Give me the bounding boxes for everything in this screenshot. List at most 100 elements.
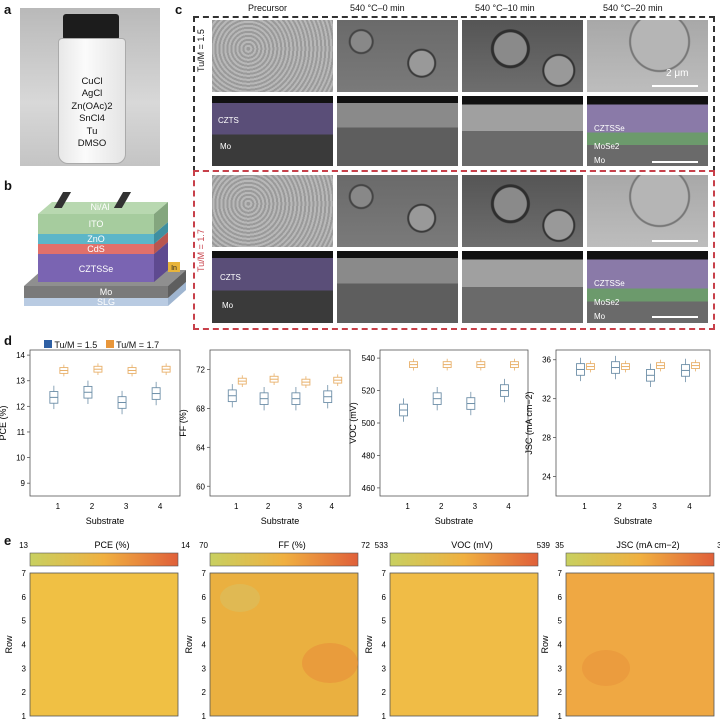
vial-label-line: Tu xyxy=(86,125,98,137)
colorbar xyxy=(209,552,359,567)
row-axis-label: Row xyxy=(184,635,194,654)
scale-bar xyxy=(652,240,698,242)
row-tick-label: 2 xyxy=(202,688,207,697)
row-tick-label: 4 xyxy=(382,641,387,650)
row-tick-label: 5 xyxy=(382,617,387,626)
sem-topview-g1-0 xyxy=(212,20,333,92)
sem-crosssection-g1-1 xyxy=(337,96,458,166)
sem-topview-g1-1 xyxy=(337,20,458,92)
layer-slg: SLG xyxy=(97,297,115,307)
x-tick-label: 1 xyxy=(56,502,61,511)
y-tick-label: 14 xyxy=(16,351,25,360)
row-tick-label: 5 xyxy=(22,617,27,626)
legend-swatch-1 xyxy=(44,340,52,348)
heatmap-hotspot xyxy=(302,643,358,683)
y-tick-label: 520 xyxy=(362,387,376,396)
vial-label-line: DMSO xyxy=(77,138,107,150)
sem-crosssection-g2-3 xyxy=(587,251,708,323)
heatmap-field xyxy=(389,572,539,717)
x-axis-label: Substrate xyxy=(86,516,125,526)
panel-label-e: e xyxy=(4,533,12,548)
layer-ito: ITO xyxy=(89,219,104,229)
cs-mo-label-2: Mo xyxy=(594,156,606,165)
sem-topview-g1-2 xyxy=(462,20,583,92)
panel-label-c: c xyxy=(175,2,183,17)
y-tick-label: 28 xyxy=(542,434,551,443)
vial-label-line: AgCl xyxy=(81,88,103,100)
y-tick-label: 24 xyxy=(542,473,551,482)
sem-topview-g1-3 xyxy=(587,20,708,92)
colorbar-max: 72 xyxy=(361,541,370,550)
sem-crosssection-g1-0 xyxy=(212,96,333,166)
row-tick-label: 3 xyxy=(22,664,27,673)
x-tick-label: 1 xyxy=(405,502,410,511)
y-tick-label: 480 xyxy=(362,451,376,460)
y-tick-label: 12 xyxy=(16,402,25,411)
x-tick-label: 4 xyxy=(687,502,692,511)
y-tick-label: 68 xyxy=(196,404,205,413)
plot-frame xyxy=(209,349,351,497)
sem-group2-frame xyxy=(193,170,715,330)
x-tick-label: 3 xyxy=(473,502,478,511)
x-tick-label: 2 xyxy=(90,502,95,511)
colorbar-title: JSC (mA cm−2) xyxy=(616,540,679,550)
colorbar xyxy=(29,552,179,567)
panel-label-d: d xyxy=(4,333,12,348)
cs-mose2-label-2: MoSe2 xyxy=(594,298,620,307)
scale-bar xyxy=(652,316,698,318)
row-tick-label: 7 xyxy=(22,569,27,578)
colorbar-title: VOC (mV) xyxy=(451,540,493,550)
sem-topview-g2-1 xyxy=(337,175,458,247)
colorbar-min: 533 xyxy=(375,541,389,550)
y-tick-label: 540 xyxy=(362,354,376,363)
row-axis-label: Row xyxy=(4,635,14,654)
colorbar-max: 36 xyxy=(717,541,720,550)
colorbar-max: 14 xyxy=(181,541,190,550)
x-tick-label: 3 xyxy=(124,502,129,511)
sem-crosssection-g2-1 xyxy=(337,251,458,323)
row-tick-label: 6 xyxy=(22,593,27,602)
row-tick-label: 6 xyxy=(202,593,207,602)
y-tick-label: 64 xyxy=(196,443,205,452)
colorbar-min: 13 xyxy=(19,541,28,550)
y-tick-label: 13 xyxy=(16,377,25,386)
col-10min: 540 °C–10 min xyxy=(475,3,535,13)
scale-bar xyxy=(652,85,698,87)
panel-label-b: b xyxy=(4,178,12,193)
y-tick-label: 500 xyxy=(362,419,376,428)
y-tick-label: 11 xyxy=(17,428,26,437)
layer-in: In xyxy=(171,265,177,272)
cs-cztsse-label-2: CZTSSe xyxy=(594,279,625,288)
x-tick-label: 1 xyxy=(234,502,239,511)
plot-frame xyxy=(555,349,711,497)
plot-frame xyxy=(379,349,529,497)
col-0min: 540 °C–0 min xyxy=(350,3,405,13)
legend-label-2: Tu/M = 1.7 xyxy=(116,340,160,350)
vial-body xyxy=(58,38,126,164)
row-tick-label: 3 xyxy=(202,664,207,673)
cs-mo-label: Mo xyxy=(220,142,232,151)
vial-cap xyxy=(63,14,119,40)
x-tick-label: 2 xyxy=(439,502,444,511)
y-tick-label: 36 xyxy=(542,356,551,365)
row-tick-label: 5 xyxy=(558,617,563,626)
cs-cztsse-label: CZTSSe xyxy=(594,124,625,133)
cs-czts-label: CZTS xyxy=(218,116,239,125)
sem-topview-g2-2 xyxy=(462,175,583,247)
y-axis-label: FF (%) xyxy=(178,409,188,437)
row-axis-label: Row xyxy=(540,635,550,654)
heatmap-coolspot xyxy=(220,584,260,612)
y-axis-label: PCE (%) xyxy=(0,405,8,440)
x-tick-label: 1 xyxy=(582,502,587,511)
row-tick-label: 1 xyxy=(22,712,27,721)
y-tick-label: 60 xyxy=(196,482,205,491)
legend-label-1: Tu/M = 1.5 xyxy=(54,340,98,350)
scale-bar xyxy=(652,161,698,163)
sem-topview-g2-3 xyxy=(587,175,708,247)
heatmap-field xyxy=(565,572,715,717)
colorbar-min: 35 xyxy=(555,541,564,550)
row-tick-label: 5 xyxy=(202,617,207,626)
row-tick-label: 6 xyxy=(558,593,563,602)
scale-bar-label: 2 μm xyxy=(666,68,689,79)
